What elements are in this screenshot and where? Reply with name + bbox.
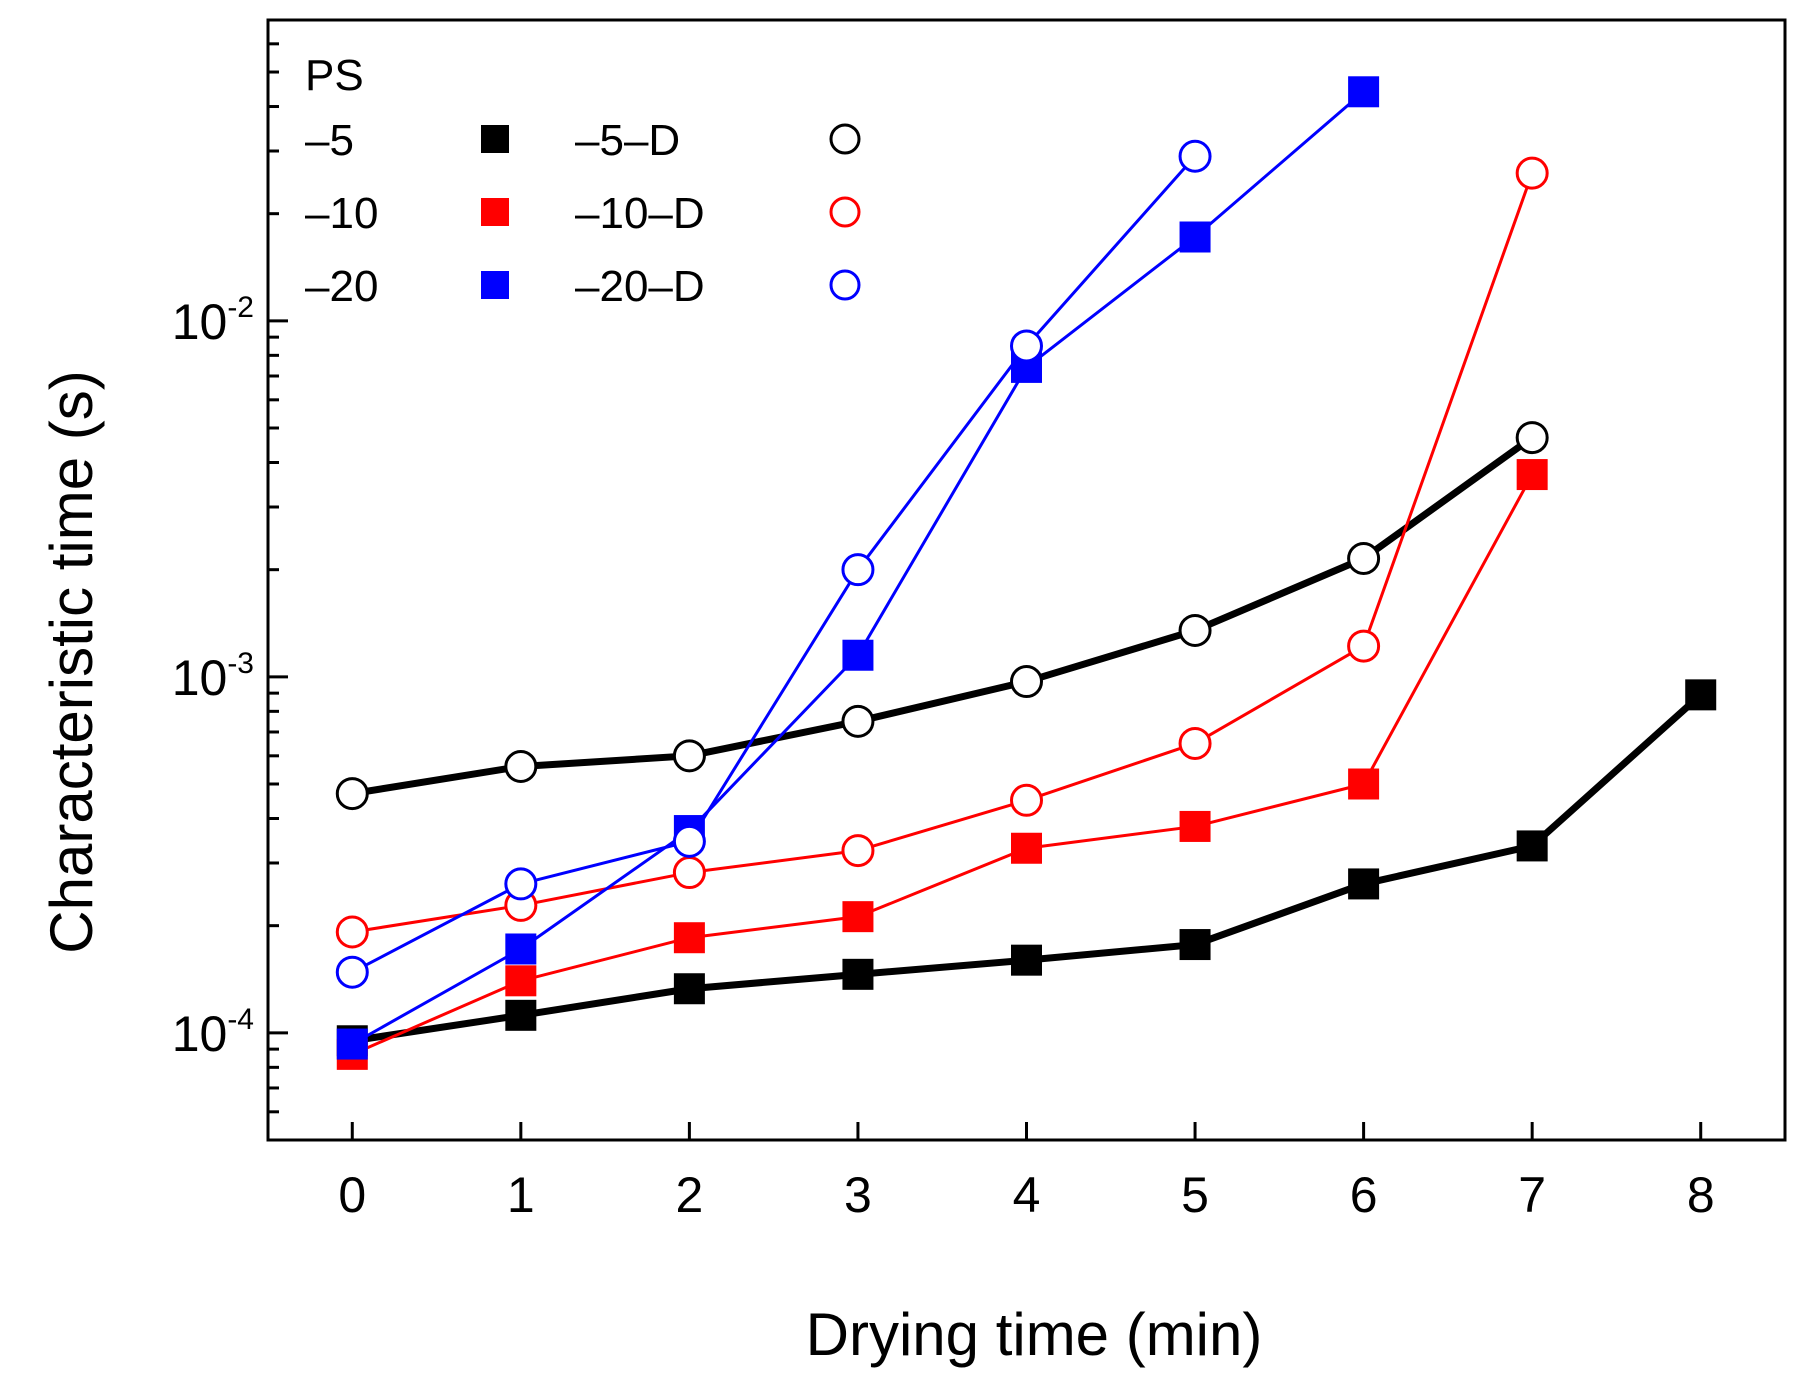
legend-marker bbox=[829, 123, 861, 155]
data-point bbox=[336, 1028, 368, 1060]
x-tick-label: 0 bbox=[338, 1167, 366, 1223]
data-point bbox=[504, 749, 538, 783]
legend-marker bbox=[481, 198, 509, 226]
series-line bbox=[351, 692, 1704, 1045]
data-point bbox=[841, 704, 875, 738]
legend-label: –20–D bbox=[575, 262, 705, 311]
data-point bbox=[841, 834, 875, 868]
series-line bbox=[351, 434, 1535, 798]
legend-label: –5–D bbox=[575, 116, 680, 165]
data-point bbox=[1685, 679, 1717, 711]
data-point bbox=[1347, 541, 1381, 575]
legend-marker bbox=[829, 269, 861, 301]
data-point bbox=[335, 777, 369, 811]
y-tick-label: 10-3 bbox=[172, 647, 254, 706]
data-point bbox=[1010, 329, 1043, 363]
x-tick-label: 2 bbox=[675, 1167, 703, 1223]
series-4 bbox=[335, 156, 1549, 949]
data-point bbox=[1010, 665, 1043, 699]
data-point bbox=[1179, 929, 1211, 961]
x-axis-title: Drying time (min) bbox=[806, 1301, 1263, 1368]
data-point bbox=[1516, 459, 1548, 491]
legend-marker bbox=[481, 271, 509, 299]
data-point bbox=[842, 639, 874, 671]
data-point bbox=[1347, 629, 1381, 663]
data-point bbox=[1011, 832, 1042, 864]
x-axis: 0 1 2 3 4 5 6 7 8 bbox=[338, 1122, 1715, 1223]
data-point bbox=[1348, 76, 1380, 108]
y-tick-label: 10-4 bbox=[172, 1003, 254, 1062]
series-line bbox=[352, 172, 1534, 934]
data-point bbox=[505, 999, 537, 1031]
legend: PS –5 –10 –20 –5–D –10–D –20–D bbox=[305, 51, 861, 311]
data-point bbox=[841, 553, 875, 587]
x-tick-label: 3 bbox=[844, 1167, 872, 1223]
data-point bbox=[672, 739, 706, 773]
data-point bbox=[1010, 783, 1043, 817]
legend-marker bbox=[829, 196, 861, 228]
series-3 bbox=[335, 421, 1549, 811]
data-point bbox=[505, 933, 537, 965]
series-line bbox=[351, 473, 1534, 1056]
series-0 bbox=[336, 679, 1717, 1057]
legend-label: –10 bbox=[305, 189, 378, 238]
data-point bbox=[842, 901, 874, 933]
y-axis-title: Characteristic time (s) bbox=[38, 370, 105, 953]
data-point bbox=[672, 856, 706, 890]
data-point bbox=[672, 824, 706, 858]
data-point bbox=[504, 867, 538, 901]
data-point bbox=[1178, 613, 1212, 647]
legend-title: PS bbox=[305, 51, 364, 100]
data-point bbox=[1515, 156, 1549, 190]
series-line bbox=[351, 155, 1197, 974]
data-point bbox=[1179, 221, 1211, 253]
data-point bbox=[335, 915, 369, 949]
series-5 bbox=[335, 139, 1212, 989]
x-tick-label: 7 bbox=[1518, 1167, 1546, 1223]
data-point bbox=[1348, 768, 1380, 800]
data-point bbox=[1178, 139, 1212, 173]
x-tick-label: 8 bbox=[1687, 1167, 1715, 1223]
data-point bbox=[1178, 726, 1212, 760]
legend-marker bbox=[481, 125, 509, 153]
y-tick-label: 10-2 bbox=[172, 291, 254, 350]
data-point bbox=[1348, 868, 1380, 900]
data-point bbox=[1515, 421, 1549, 455]
x-tick-label: 1 bbox=[507, 1167, 535, 1223]
legend-label: –5 bbox=[305, 116, 354, 165]
data-point bbox=[673, 973, 705, 1005]
x-tick-label: 5 bbox=[1181, 1167, 1209, 1223]
legend-label: –10–D bbox=[575, 189, 705, 238]
data-point bbox=[673, 922, 705, 954]
legend-label: –20 bbox=[305, 262, 378, 311]
y-axis: 10-4 10-3 10-2 bbox=[172, 18, 288, 1142]
data-point bbox=[842, 958, 874, 990]
data-point bbox=[1516, 830, 1548, 862]
data-point bbox=[1179, 810, 1211, 842]
data-point bbox=[505, 965, 537, 997]
x-tick-label: 6 bbox=[1350, 1167, 1378, 1223]
data-point bbox=[1011, 944, 1042, 976]
series-layer bbox=[335, 76, 1717, 1070]
data-point bbox=[335, 955, 369, 989]
x-tick-label: 4 bbox=[1013, 1167, 1041, 1223]
